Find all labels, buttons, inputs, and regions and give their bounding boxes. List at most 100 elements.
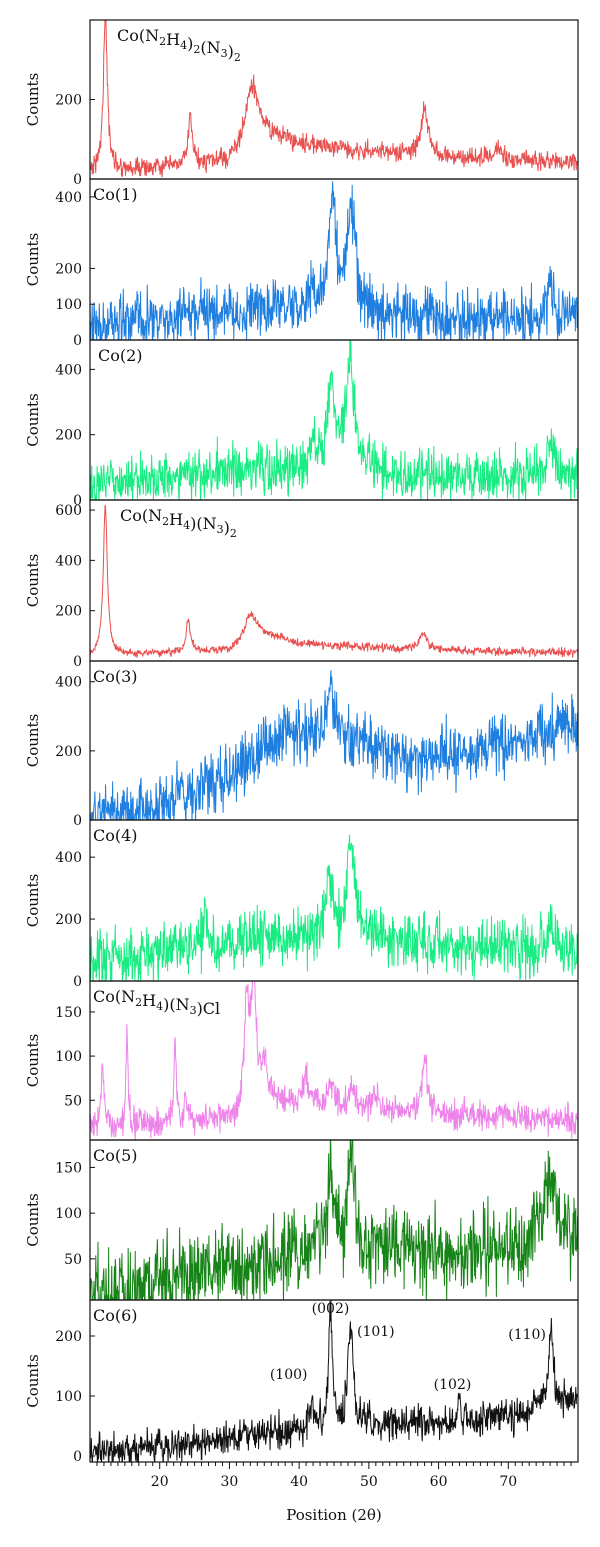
panel-label: Co(6) [93, 1306, 138, 1325]
label-segment: H [142, 991, 156, 1010]
series-line [90, 20, 578, 178]
panel-8: 50 100 150 Counts Co(5) [24, 1139, 579, 1301]
y-axis-label: Counts [24, 1034, 42, 1088]
label-subscript: 4 [183, 519, 190, 532]
label-segment: Co(N [93, 987, 135, 1006]
panel-label: Co(N2H4)(N3)Cl [93, 987, 220, 1018]
label-subscript: 2 [162, 515, 169, 528]
series-line [90, 340, 578, 500]
y-tick-label: 100 [55, 1206, 82, 1222]
y-tick-label: 0 [73, 493, 82, 509]
label-subscript: 2 [159, 35, 166, 48]
series-line [90, 504, 578, 658]
label-segment: ) [228, 42, 234, 61]
panel-label: Co(1) [93, 185, 138, 204]
label-segment: (N [200, 38, 220, 57]
y-tick-label: 200 [55, 428, 82, 444]
series-line [90, 1140, 578, 1300]
peak-annotation: (101) [357, 1324, 395, 1340]
label-subscript: 3 [190, 1004, 197, 1017]
y-tick-label: 150 [55, 1160, 82, 1176]
label-segment: )(N [190, 514, 216, 533]
y-tick-label: 0 [73, 172, 82, 188]
y-tick-label: 200 [55, 744, 82, 760]
y-axis-label: Counts [24, 1354, 42, 1408]
y-tick-label: 150 [55, 1005, 82, 1021]
y-axis-label: Counts [24, 874, 42, 928]
panel-label: Co(2) [98, 346, 143, 365]
panel-label: Co(5) [93, 1146, 138, 1165]
label-segment: Co(2) [98, 346, 143, 365]
label-subscript: 2 [234, 51, 241, 64]
y-axis-label: Counts [24, 714, 42, 768]
label-subscript: 3 [221, 47, 228, 60]
panel-6: 0 200 400 Counts Co(4) [24, 819, 579, 990]
y-tick-label: 200 [55, 912, 82, 928]
label-subscript: 4 [180, 39, 187, 52]
series-line [90, 670, 578, 820]
panel-label: Co(N2H4)(N3)2 [120, 506, 237, 540]
panel-frame [89, 1299, 579, 1463]
label-subscript: 3 [217, 523, 224, 536]
panel-2: 0 100 200 400 Counts Co(1) [24, 178, 579, 349]
x-tick-label: 50 [360, 1474, 378, 1490]
label-subscript: 2 [193, 43, 200, 56]
y-tick-label: 200 [55, 604, 82, 620]
y-tick-label: 400 [55, 190, 82, 206]
label-subscript: 2 [230, 527, 237, 540]
panel-label: Co(N2H4)2(N3)2 [117, 26, 241, 64]
y-axis-label: Counts [24, 73, 42, 127]
y-tick-label: 0 [73, 974, 82, 990]
panels-group: 0200CountsCo(N2H4)2(N3)20100200400Counts… [24, 19, 579, 1465]
panel-9: 0 100 200 Counts Co(6) (002) (101) (100) (102) (1… [24, 1299, 579, 1465]
peak-annotation: (002) [312, 1301, 350, 1317]
label-segment: Co(4) [93, 826, 138, 845]
peak-annotation: (110) [508, 1327, 546, 1343]
label-segment: Co(5) [93, 1146, 138, 1165]
panel-7: 50 100 150 Counts Co(N2H4)(N3)Cl [24, 980, 579, 1141]
y-tick-label: 50 [64, 1252, 82, 1268]
y-tick-label: 0 [73, 333, 82, 349]
y-tick-label: 0 [73, 654, 82, 670]
y-tick-label: 200 [55, 93, 82, 109]
panel-label: Co(4) [93, 826, 138, 845]
y-axis-label: Counts [24, 554, 42, 608]
label-segment: Co(6) [93, 1306, 138, 1325]
x-tick-label: 30 [221, 1474, 239, 1490]
label-segment: ) [187, 34, 193, 53]
y-tick-label: 0 [73, 813, 82, 829]
y-tick-label: 100 [55, 297, 82, 313]
series-line [90, 981, 578, 1140]
label-segment: )Cl [197, 999, 221, 1018]
x-tick-label: 70 [499, 1474, 517, 1490]
label-segment: H [166, 30, 180, 49]
y-tick-label: 400 [55, 553, 82, 569]
series-line [90, 834, 578, 981]
x-tick-label: 20 [151, 1474, 169, 1490]
label-segment: Co(1) [93, 185, 138, 204]
series-line [90, 181, 578, 340]
y-tick-label: 400 [55, 675, 82, 691]
y-axis-label: Counts [24, 233, 42, 287]
y-tick-label: 100 [55, 1389, 82, 1405]
x-axis-label: Position (2θ) [286, 1506, 382, 1524]
label-segment: Co(3) [93, 667, 138, 686]
label-segment: Co(N [117, 26, 159, 45]
y-tick-label: 400 [55, 362, 82, 378]
x-tick-label: 40 [290, 1474, 308, 1490]
series-line [90, 1300, 578, 1462]
y-tick-label: 200 [55, 1329, 82, 1345]
y-tick-label: 200 [55, 261, 82, 277]
peak-annotation: (102) [434, 1377, 472, 1393]
label-subscript: 4 [156, 1000, 163, 1013]
y-tick-label: 0 [73, 1449, 82, 1465]
panel-5: 0 200 400 Counts Co(3) [24, 660, 579, 829]
y-tick-label: 100 [55, 1049, 82, 1065]
peak-annotation: (100) [270, 1367, 308, 1383]
x-tick-label: 60 [430, 1474, 448, 1490]
panel-3: 0 200 400 Counts Co(2) [24, 339, 579, 509]
y-axis-label: Counts [24, 1193, 42, 1247]
label-subscript: 2 [135, 996, 142, 1009]
